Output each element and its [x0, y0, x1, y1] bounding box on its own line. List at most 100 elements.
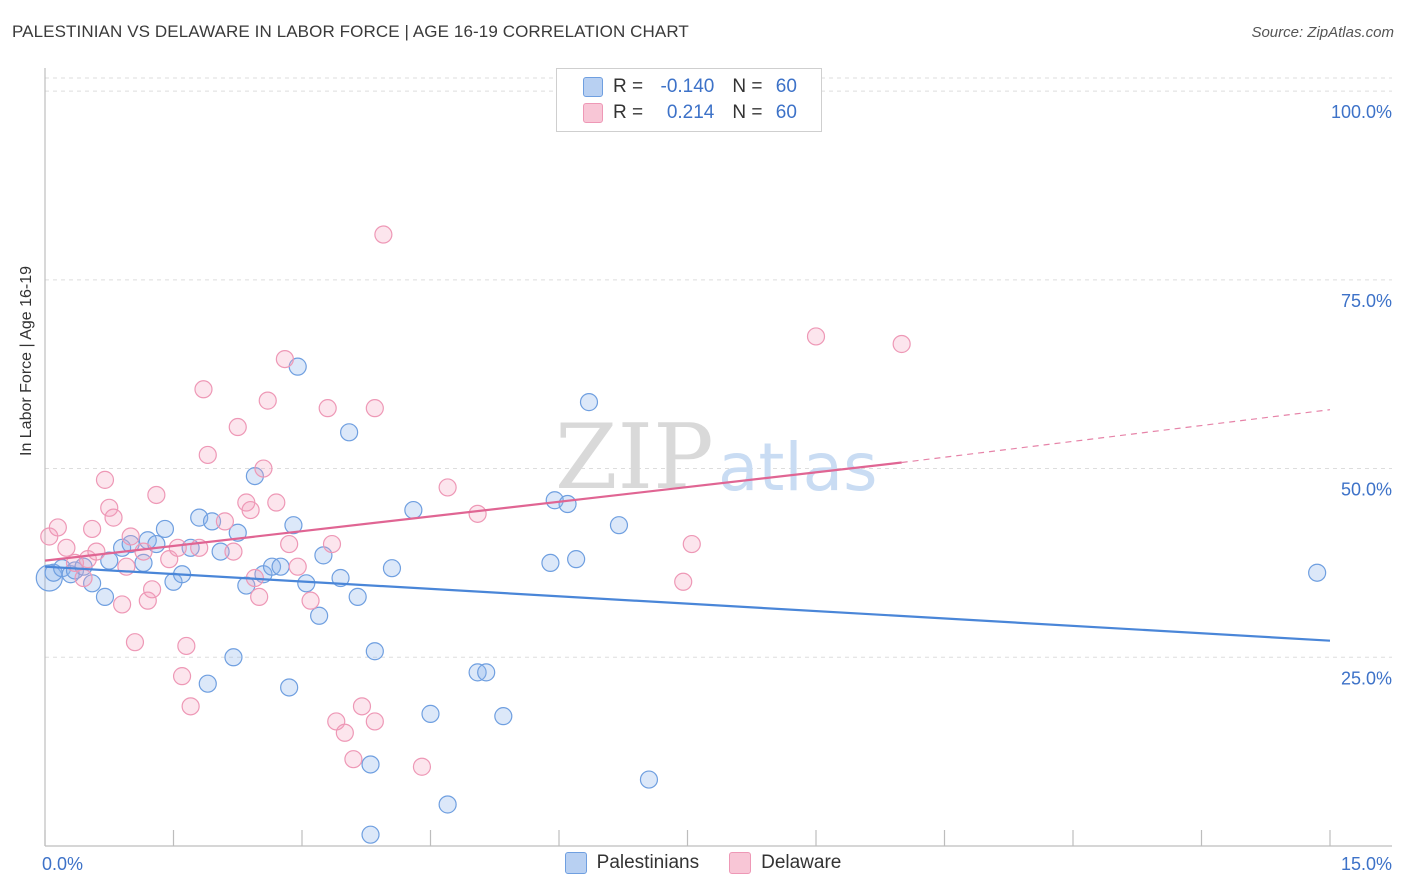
delaware-point: [142, 580, 162, 599]
tick-labels: 25.0% 50.0% 75.0% 100.0% 0.0% 15.0%: [42, 102, 1392, 874]
delaware-point: [48, 518, 67, 537]
palestinians-point: [310, 606, 329, 625]
delaware-point: [181, 697, 200, 716]
delaware-point: [172, 667, 192, 686]
delaware-point: [215, 512, 234, 531]
palestinians-point: [211, 542, 230, 561]
palestinians-point: [579, 393, 599, 412]
y-tick-label: 50.0%: [1341, 480, 1392, 500]
n-value: 60: [775, 76, 797, 97]
delaware-point: [87, 542, 106, 561]
palestinians-point: [639, 770, 659, 789]
delaware-point: [352, 697, 372, 716]
delaware-point: [344, 750, 363, 769]
delaware-point: [194, 380, 213, 399]
palestinians-point: [331, 568, 350, 588]
delaware-point: [74, 568, 93, 588]
delaware-point: [125, 633, 145, 652]
delaware-point: [254, 459, 273, 478]
delaware-point: [412, 757, 432, 776]
delaware-point: [468, 504, 487, 523]
r-value: -0.140: [660, 76, 715, 97]
palestinians-point: [95, 587, 115, 606]
delaware-point: [147, 485, 166, 505]
delaware-point: [121, 527, 140, 546]
delaware-point: [228, 417, 247, 437]
legend-item-delaware[interactable]: Delaware: [729, 852, 841, 874]
delaware-point: [250, 587, 269, 606]
correlation-legend: R = -0.140 N = 60 R = 0.214 N = 60: [556, 68, 822, 132]
delaware-point: [365, 712, 384, 731]
legend-row-palestinians: R = -0.140 N = 60: [583, 76, 797, 98]
delaware-point: [258, 391, 277, 410]
palestinians-point: [421, 704, 440, 723]
x-tick-label: 15.0%: [1341, 854, 1392, 874]
delaware-point: [168, 538, 187, 557]
palestinians-point: [271, 557, 290, 576]
palestinians-point: [228, 523, 247, 542]
palestinians-point: [477, 663, 496, 682]
y-tick-label: 25.0%: [1341, 668, 1392, 688]
legend-item-palestinians[interactable]: Palestinians: [564, 852, 700, 874]
delaware-point: [374, 225, 393, 244]
delaware-point: [57, 538, 76, 557]
palestinians-point: [284, 516, 303, 535]
delaware-point: [100, 498, 119, 517]
delaware-trendline-extension: [901, 409, 1331, 464]
palestinians-point: [202, 512, 222, 531]
y-tick-label: 75.0%: [1341, 291, 1392, 311]
blue-swatch: [583, 77, 603, 97]
delaware-point: [95, 470, 115, 489]
palestinians-point: [609, 516, 629, 535]
delaware-point: [177, 636, 196, 656]
x-tick-label: 0.0%: [42, 854, 83, 874]
legend-row-delaware: R = 0.214 N = 60: [583, 102, 797, 124]
delaware-point: [275, 349, 294, 369]
delaware-trendline: [44, 461, 902, 562]
palestinians-point: [280, 678, 299, 697]
blue-swatch: [564, 852, 587, 874]
delaware-point: [806, 327, 826, 346]
palestinians-point: [155, 519, 175, 539]
delaware-point: [104, 508, 123, 527]
delaware-point: [674, 572, 693, 591]
legend-label-palestinians: Palestinians: [596, 852, 700, 873]
watermark: ZIP atlas: [555, 405, 878, 510]
palestinians-point: [494, 707, 513, 726]
pink-swatch: [583, 103, 603, 123]
delaware-point: [138, 591, 157, 610]
delaware-point: [280, 534, 299, 554]
delaware-point: [892, 334, 911, 354]
palestinians-point: [348, 587, 367, 606]
chart-title: PALESTINIAN VS DELAWARE IN LABOR FORCE |…: [12, 22, 689, 41]
pink-swatch: [729, 852, 752, 874]
gridlines: [45, 77, 1392, 658]
r-value: 0.214: [666, 102, 715, 123]
delaware-point: [83, 519, 102, 539]
palestinians-point: [365, 642, 384, 661]
delaware-point: [365, 399, 384, 418]
delaware-point: [134, 542, 153, 561]
y-axis-label: In Labor Force | Age 16-19: [18, 265, 35, 456]
palestinians-point: [567, 550, 586, 569]
palestinians-point: [224, 648, 243, 667]
delaware-point: [112, 595, 132, 614]
palestinians-point: [541, 553, 560, 573]
r-label: R =: [613, 76, 649, 97]
delaware-point: [322, 534, 342, 554]
delaware-point: [335, 723, 354, 742]
palestinians-point: [83, 574, 102, 593]
n-label: N =: [732, 76, 768, 97]
series-legend: Palestinians Delaware: [0, 852, 1406, 874]
delaware-point: [301, 591, 320, 610]
palestinians-trendline: [44, 565, 1331, 642]
delaware-point: [241, 500, 260, 520]
axes: [44, 68, 1392, 847]
legend-label-delaware: Delaware: [761, 852, 842, 873]
n-label: N =: [732, 102, 768, 123]
palestinians-point: [1308, 563, 1327, 582]
n-value: 60: [775, 102, 797, 123]
r-label: R =: [613, 102, 649, 123]
y-tick-label: 100.0%: [1331, 102, 1392, 122]
